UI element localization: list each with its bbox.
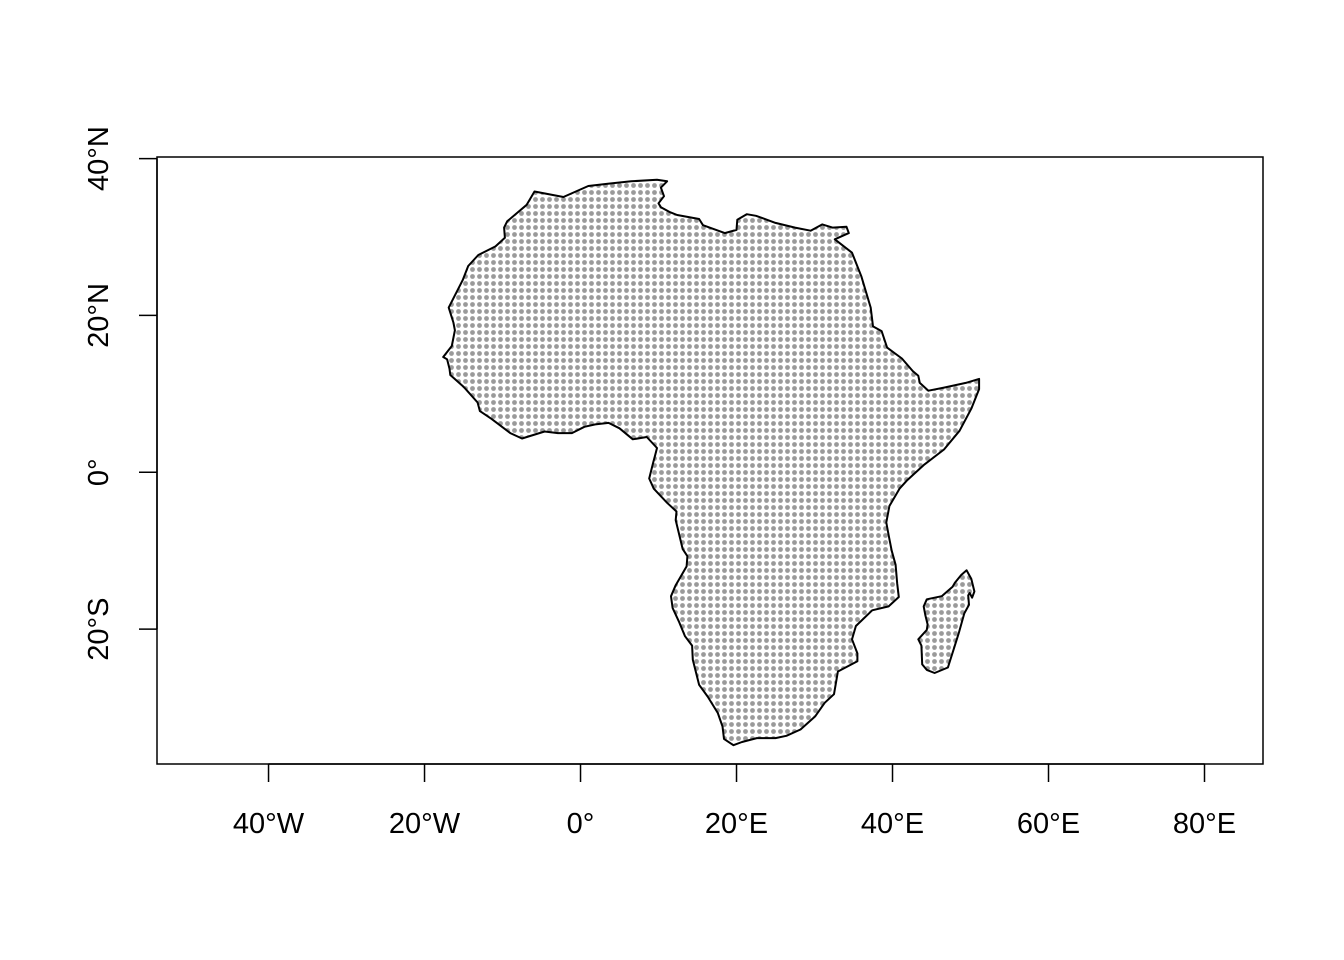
y-axis: 40°N 20°N 0° 20°S — [83, 126, 158, 661]
africa-landmass — [442, 178, 981, 747]
x-tick-label: 20°W — [389, 808, 461, 840]
y-tick-label: 20°S — [83, 598, 115, 661]
y-tick-label: 0° — [83, 458, 115, 486]
x-tick-label: 40°E — [861, 808, 924, 840]
x-tick-label: 0° — [567, 808, 595, 840]
y-tick-label: 20°N — [83, 283, 115, 348]
x-tick-label: 40°W — [233, 808, 305, 840]
x-tick-label: 80°E — [1173, 808, 1236, 840]
land-layer — [442, 178, 981, 747]
x-axis: 40°W 20°W 0° 20°E 40°E 60°E 80°E — [233, 763, 1236, 840]
x-tick-label: 60°E — [1017, 808, 1080, 840]
madagascar-landmass — [917, 569, 976, 674]
y-tick-label: 40°N — [83, 126, 115, 191]
x-tick-label: 20°E — [705, 808, 768, 840]
